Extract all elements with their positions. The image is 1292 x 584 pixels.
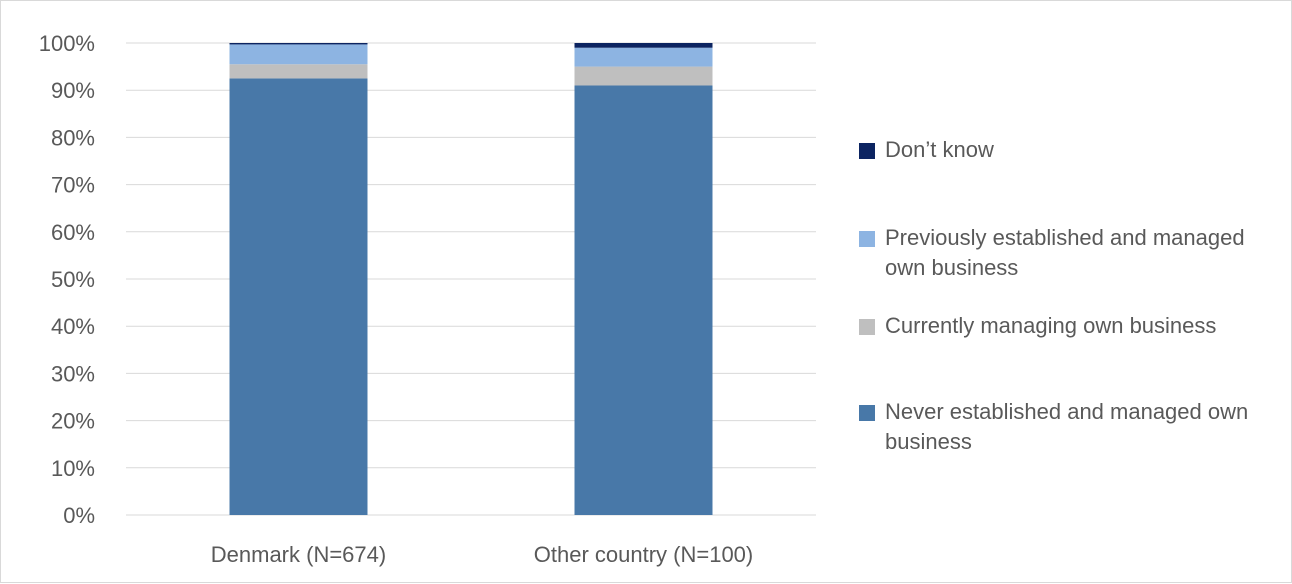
bar-segment bbox=[574, 66, 713, 86]
legend-item: Never established and managed own busine… bbox=[859, 397, 1279, 457]
y-tick-label: 20% bbox=[51, 409, 95, 434]
y-axis-tick-labels: 0% 10% 20% 30% 40% 50% 60% 70% 80% 90% 100% bbox=[39, 31, 95, 528]
legend-item: Currently managing own business bbox=[859, 311, 1279, 341]
bar-segment bbox=[574, 47, 713, 67]
bar-segment bbox=[229, 44, 368, 65]
y-tick-label: 30% bbox=[51, 361, 95, 386]
legend-label: Previously established and managed own b… bbox=[885, 225, 1245, 280]
legend-item: Previously established and managed own b… bbox=[859, 223, 1279, 283]
y-tick-label: 80% bbox=[51, 125, 95, 150]
y-tick-label: 0% bbox=[63, 503, 95, 528]
y-tick-label: 40% bbox=[51, 314, 95, 339]
legend-swatch bbox=[859, 319, 875, 335]
x-category-label: Other country (N=100) bbox=[534, 542, 753, 567]
x-category-label: Denmark (N=674) bbox=[211, 542, 386, 567]
bar-segment bbox=[574, 85, 713, 515]
x-axis-category-labels: Denmark (N=674) Other country (N=100) bbox=[211, 542, 753, 567]
y-tick-label: 100% bbox=[39, 31, 95, 56]
bar-segment bbox=[229, 43, 368, 45]
legend-label: Currently managing own business bbox=[885, 313, 1217, 338]
y-tick-label: 50% bbox=[51, 267, 95, 292]
bar-segment bbox=[229, 78, 368, 516]
legend-swatch bbox=[859, 405, 875, 421]
legend-item: Don’t know bbox=[859, 135, 1279, 165]
bars bbox=[229, 43, 713, 516]
y-tick-label: 70% bbox=[51, 173, 95, 198]
legend-label: Never established and managed own busine… bbox=[885, 399, 1249, 454]
y-tick-label: 60% bbox=[51, 220, 95, 245]
bar-segment bbox=[574, 43, 713, 48]
legend-swatch bbox=[859, 143, 875, 159]
bar-segment bbox=[229, 64, 368, 79]
legend-label: Don’t know bbox=[885, 137, 994, 162]
y-tick-label: 10% bbox=[51, 456, 95, 481]
y-tick-label: 90% bbox=[51, 78, 95, 103]
legend-swatch bbox=[859, 231, 875, 247]
